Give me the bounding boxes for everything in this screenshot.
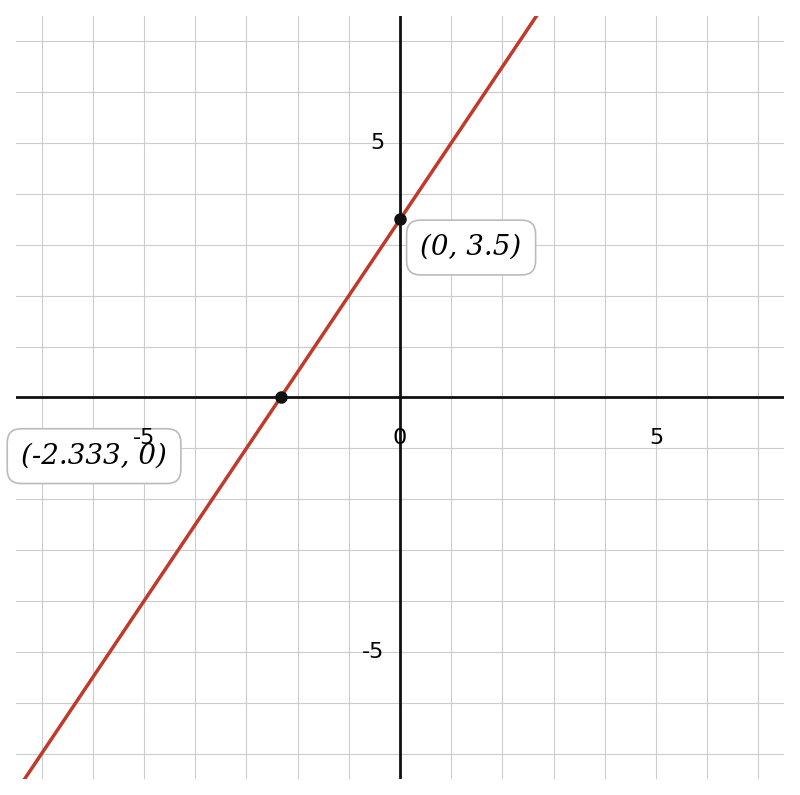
Text: 5: 5 xyxy=(370,133,385,153)
Text: 5: 5 xyxy=(649,428,663,448)
Text: -5: -5 xyxy=(362,642,385,662)
Text: (-2.333, 0): (-2.333, 0) xyxy=(21,443,167,470)
Text: (0, 3.5): (0, 3.5) xyxy=(421,234,522,261)
Text: 0: 0 xyxy=(393,428,407,448)
Text: -5: -5 xyxy=(133,428,155,448)
